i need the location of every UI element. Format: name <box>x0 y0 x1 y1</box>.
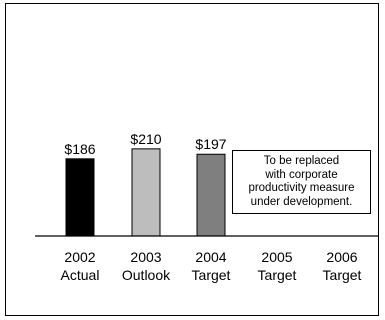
category-label-2005-type: Target <box>258 267 297 283</box>
chart-frame <box>5 3 379 316</box>
note-line-4: under development. <box>250 195 353 208</box>
value-label-2003: $210 <box>130 131 161 147</box>
bar-2003 <box>131 148 161 237</box>
category-label-2002-year: 2002 <box>64 249 95 265</box>
category-label-2006-year: 2006 <box>326 249 357 265</box>
note-line-3: productivity measure <box>248 182 355 194</box>
category-label-2006-type: Target <box>323 267 362 283</box>
note-line-2: with corporate <box>265 168 338 181</box>
bar-2002 <box>65 158 95 237</box>
category-label-2005-year: 2005 <box>261 249 292 265</box>
category-label-2004-year: 2004 <box>195 249 226 265</box>
value-label-2002: $186 <box>64 141 95 157</box>
category-label-2002-type: Actual <box>61 267 100 283</box>
bar-2004 <box>196 153 226 237</box>
category-label-2003-type: Outlook <box>122 267 171 283</box>
note-line-1: To be replaced <box>263 155 340 167</box>
placeholder-note-box: To be replaced with corporate productivi… <box>232 150 371 214</box>
category-label-2003-year: 2003 <box>130 249 161 265</box>
value-label-2004: $197 <box>195 136 226 152</box>
category-label-2004-type: Target <box>192 267 231 283</box>
